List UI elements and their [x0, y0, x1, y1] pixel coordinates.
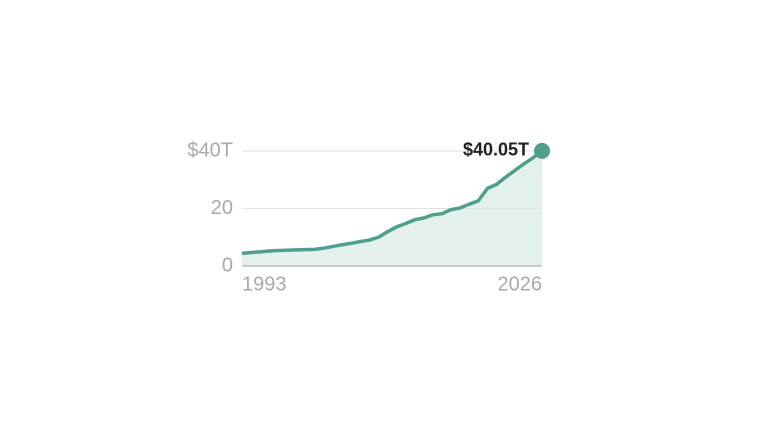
- x-tick-label: 2026: [498, 273, 543, 295]
- value-label: $40.05T: [463, 140, 529, 160]
- y-tick-label: 0: [222, 254, 233, 276]
- end-point: [534, 142, 550, 159]
- line: [241, 149, 544, 256]
- x-tick-label: 1993: [242, 273, 287, 295]
- y-tick-label: 20: [211, 197, 233, 219]
- area: [242, 150, 542, 266]
- y-tick-label: $40T: [187, 139, 233, 161]
